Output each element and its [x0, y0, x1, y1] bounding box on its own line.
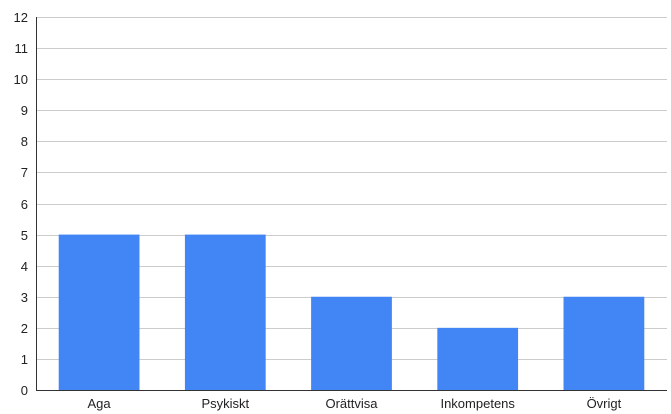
y-tick-label: 7 — [21, 165, 28, 180]
bar — [311, 296, 392, 390]
bar — [437, 327, 519, 390]
bar — [563, 296, 645, 390]
gridlines — [36, 17, 667, 360]
axes — [36, 17, 667, 391]
bar — [58, 234, 140, 390]
x-tick-labels: Aga Psykiskt Orättvisa Inkompetens Övrigt — [88, 396, 622, 411]
y-tick-label: 5 — [21, 228, 28, 243]
y-tick-label: 10 — [14, 72, 28, 87]
y-tick-label: 9 — [21, 103, 28, 118]
x-tick-label: Övrigt — [587, 396, 622, 411]
y-tick-label: 8 — [21, 134, 28, 149]
x-tick-label: Aga — [88, 396, 112, 411]
y-tick-label: 0 — [21, 383, 28, 398]
y-tick-label: 6 — [21, 197, 28, 212]
y-tick-label: 2 — [21, 321, 28, 336]
x-tick-label: Psykiskt — [201, 396, 249, 411]
y-tick-label: 4 — [21, 259, 28, 274]
y-tick-label: 11 — [15, 41, 29, 56]
x-tick-label: Inkompetens — [440, 396, 515, 411]
y-tick-label: 3 — [21, 290, 28, 305]
bars — [58, 234, 645, 390]
bar — [184, 234, 266, 390]
y-tick-label: 1 — [21, 352, 28, 367]
x-tick-label: Orättvisa — [325, 396, 378, 411]
y-tick-label: 12 — [14, 10, 28, 25]
